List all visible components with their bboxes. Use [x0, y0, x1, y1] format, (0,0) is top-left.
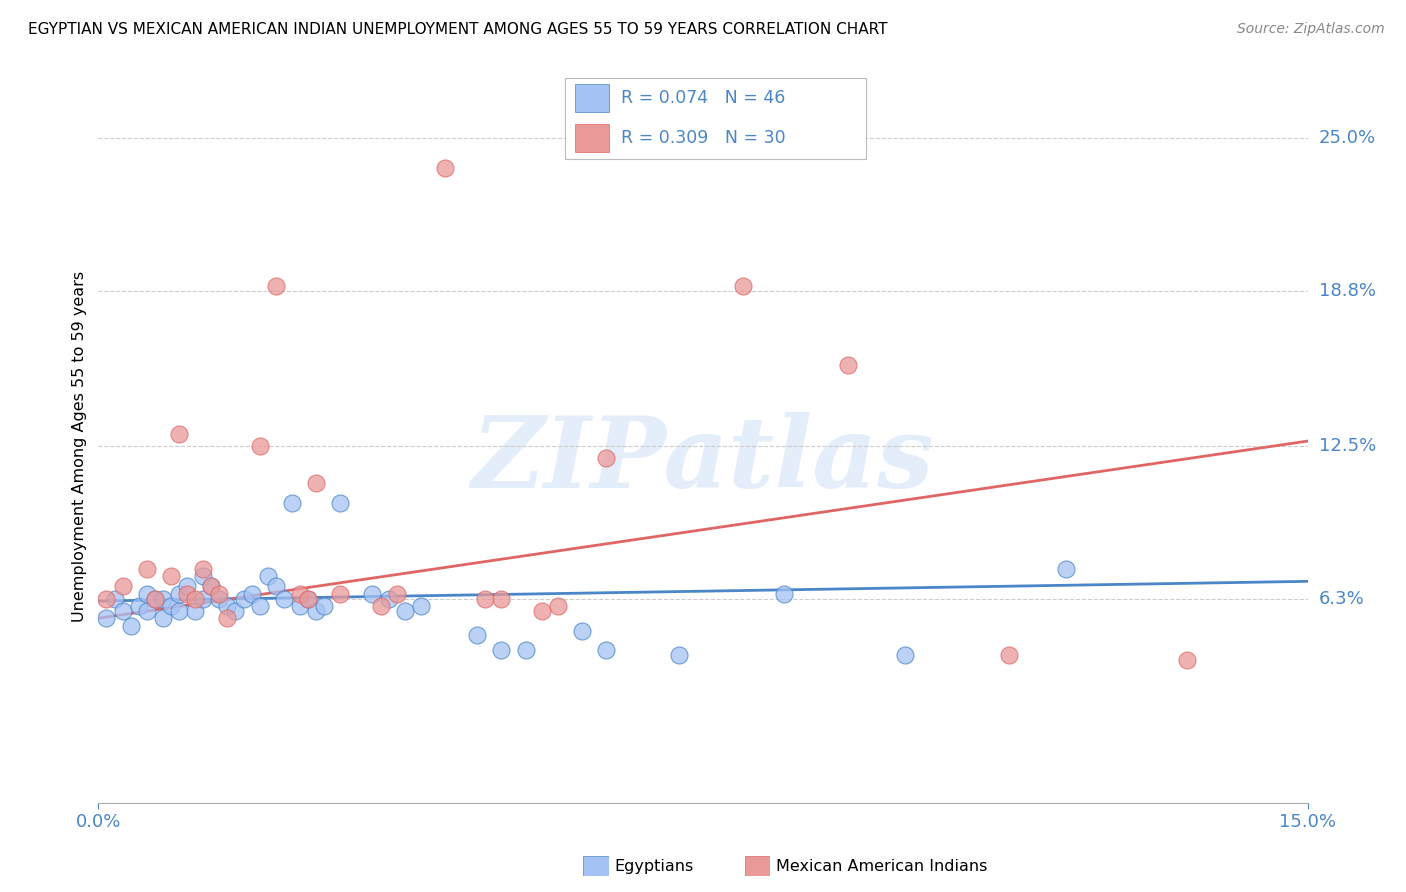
Point: [281, 495, 304, 509]
Text: EGYPTIAN VS MEXICAN AMERICAN INDIAN UNEMPLOYMENT AMONG AGES 55 TO 59 YEARS CORRE: EGYPTIAN VS MEXICAN AMERICAN INDIAN UNEM…: [28, 22, 887, 37]
Point: [772, 587, 794, 601]
Point: [160, 569, 183, 583]
Point: [232, 591, 254, 606]
Point: [167, 426, 190, 441]
Point: [167, 587, 190, 601]
Point: [193, 562, 215, 576]
Point: [361, 587, 384, 601]
Point: [208, 591, 231, 606]
Point: [184, 591, 207, 606]
Point: [143, 591, 166, 606]
Point: [208, 587, 231, 601]
Point: [1054, 562, 1077, 576]
Point: [135, 587, 157, 601]
Point: [595, 451, 617, 466]
Point: [264, 279, 287, 293]
Point: [434, 161, 457, 175]
Point: [152, 591, 174, 606]
Point: [288, 587, 311, 601]
Point: [256, 569, 278, 583]
Point: [491, 591, 513, 606]
Point: [329, 587, 352, 601]
Point: [370, 599, 392, 613]
Point: [329, 495, 352, 509]
Point: [288, 599, 311, 613]
Text: 18.8%: 18.8%: [1319, 282, 1375, 300]
FancyBboxPatch shape: [575, 124, 609, 152]
Point: [217, 599, 239, 613]
Point: [120, 618, 142, 632]
Text: R = 0.309   N = 30: R = 0.309 N = 30: [621, 128, 786, 146]
Point: [152, 611, 174, 625]
Point: [167, 604, 190, 618]
Point: [193, 569, 215, 583]
Text: R = 0.074   N = 46: R = 0.074 N = 46: [621, 89, 786, 107]
Point: [217, 611, 239, 625]
Point: [193, 591, 215, 606]
Point: [96, 591, 118, 606]
Point: [176, 579, 198, 593]
Point: [273, 591, 295, 606]
Point: [733, 279, 755, 293]
Point: [143, 591, 166, 606]
Point: [998, 648, 1021, 662]
Point: [893, 648, 915, 662]
Y-axis label: Unemployment Among Ages 55 to 59 years: Unemployment Among Ages 55 to 59 years: [72, 270, 87, 622]
Text: Source: ZipAtlas.com: Source: ZipAtlas.com: [1237, 22, 1385, 37]
Text: 6.3%: 6.3%: [1319, 590, 1364, 607]
FancyBboxPatch shape: [583, 856, 609, 876]
FancyBboxPatch shape: [745, 856, 770, 876]
Point: [135, 604, 157, 618]
Point: [200, 579, 222, 593]
Point: [547, 599, 569, 613]
Point: [571, 624, 593, 638]
Point: [314, 599, 336, 613]
Point: [465, 628, 488, 642]
Point: [96, 611, 118, 625]
Point: [515, 643, 537, 657]
Point: [249, 599, 271, 613]
Point: [595, 643, 617, 657]
Point: [491, 643, 513, 657]
Point: [111, 579, 134, 593]
Point: [394, 604, 416, 618]
Text: 25.0%: 25.0%: [1319, 129, 1376, 147]
Point: [103, 591, 125, 606]
Point: [668, 648, 690, 662]
Point: [297, 591, 319, 606]
FancyBboxPatch shape: [575, 85, 609, 112]
Point: [377, 591, 399, 606]
Text: Egyptians: Egyptians: [614, 859, 693, 873]
Point: [111, 604, 134, 618]
Point: [184, 604, 207, 618]
Point: [530, 604, 553, 618]
Point: [264, 579, 287, 593]
Point: [176, 587, 198, 601]
Point: [409, 599, 432, 613]
Point: [200, 579, 222, 593]
Point: [240, 587, 263, 601]
Point: [305, 604, 328, 618]
Text: 12.5%: 12.5%: [1319, 437, 1376, 455]
Point: [305, 475, 328, 490]
FancyBboxPatch shape: [565, 78, 866, 159]
Point: [249, 439, 271, 453]
Point: [837, 358, 859, 372]
Point: [224, 604, 246, 618]
Text: ZIPatlas: ZIPatlas: [472, 412, 934, 508]
Point: [128, 599, 150, 613]
Point: [297, 591, 319, 606]
Point: [135, 562, 157, 576]
Text: Mexican American Indians: Mexican American Indians: [776, 859, 987, 873]
Point: [385, 587, 408, 601]
Point: [1175, 653, 1198, 667]
Point: [160, 599, 183, 613]
Point: [474, 591, 496, 606]
